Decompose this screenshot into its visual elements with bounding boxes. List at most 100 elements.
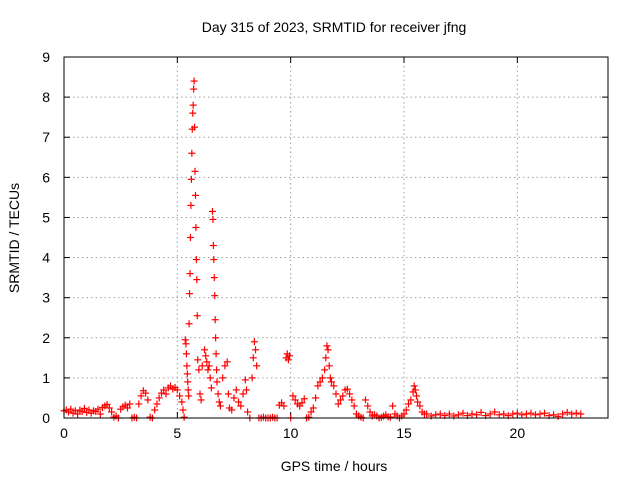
data-point <box>186 234 194 241</box>
data-point <box>216 402 224 410</box>
data-point <box>242 386 250 394</box>
data-point <box>348 396 356 404</box>
data-point <box>468 410 476 418</box>
data-point <box>244 408 252 416</box>
data-point <box>181 336 189 344</box>
data-point <box>366 408 374 416</box>
data-point <box>223 358 231 366</box>
data-point <box>202 352 210 360</box>
data-point <box>198 362 206 370</box>
data-point <box>180 413 188 421</box>
x-tick-label: 10 <box>283 425 299 441</box>
y-tick-label: 0 <box>42 410 50 426</box>
data-point <box>361 396 369 404</box>
data-point <box>135 400 143 408</box>
x-tick-labels: 0 5 10 15 20 <box>60 425 525 441</box>
data-point <box>554 412 562 420</box>
data-points <box>60 77 585 422</box>
y-tick-label: 7 <box>42 129 50 145</box>
data-point <box>322 354 330 362</box>
data-point <box>214 390 222 398</box>
data-point <box>204 366 212 374</box>
data-point <box>201 346 209 354</box>
data-point <box>183 362 191 370</box>
data-point <box>237 402 245 410</box>
data-point <box>215 398 223 406</box>
data-point <box>179 406 187 414</box>
data-point <box>182 350 190 358</box>
data-point <box>536 410 544 418</box>
data-point <box>286 352 294 360</box>
data-point <box>224 390 232 398</box>
x-axis-label: GPS time / hours <box>281 458 388 474</box>
data-point <box>473 411 481 419</box>
y-tick-label: 4 <box>42 250 50 266</box>
data-point <box>280 402 288 410</box>
data-point <box>330 382 338 390</box>
data-point <box>249 354 257 362</box>
data-point <box>151 406 159 414</box>
data-point <box>195 366 203 374</box>
data-point <box>219 374 227 382</box>
data-point <box>307 408 315 416</box>
data-point <box>343 385 351 393</box>
data-point <box>155 394 163 402</box>
data-point <box>252 346 260 354</box>
data-point <box>232 386 240 394</box>
data-point <box>412 392 420 400</box>
data-point <box>105 404 113 412</box>
data-point <box>211 292 219 300</box>
data-point <box>400 410 408 418</box>
data-point <box>309 404 317 412</box>
data-point <box>500 410 508 418</box>
data-point <box>459 409 467 417</box>
y-tick-label: 9 <box>42 49 50 65</box>
data-point <box>210 274 218 282</box>
data-point <box>178 398 186 406</box>
data-point <box>212 334 220 342</box>
data-point <box>187 175 195 183</box>
y-tick-label: 1 <box>42 370 50 386</box>
data-point <box>250 338 258 346</box>
data-point <box>185 392 193 400</box>
data-point <box>194 356 202 364</box>
data-point <box>189 101 197 109</box>
data-point <box>423 410 431 418</box>
data-point <box>291 396 299 404</box>
data-point <box>531 411 539 419</box>
data-point <box>248 374 256 382</box>
x-tick-label: 15 <box>396 425 412 441</box>
data-point <box>182 340 190 348</box>
data-point <box>572 409 580 417</box>
data-point <box>188 149 196 157</box>
data-point <box>184 378 192 386</box>
data-point <box>186 290 194 298</box>
data-point <box>563 408 571 416</box>
data-point <box>239 390 247 398</box>
data-point <box>522 410 530 418</box>
data-point <box>74 410 82 418</box>
data-point <box>541 409 549 417</box>
data-point <box>411 386 419 394</box>
data-point <box>187 201 195 209</box>
data-point <box>80 404 88 412</box>
data-point <box>162 390 170 398</box>
data-point <box>153 400 161 408</box>
data-point <box>253 362 261 370</box>
data-point <box>559 410 567 418</box>
y-tick-label: 6 <box>42 169 50 185</box>
data-point <box>191 191 199 199</box>
data-point <box>495 411 503 419</box>
data-point <box>193 312 201 320</box>
data-point <box>144 396 152 404</box>
data-point <box>205 362 213 370</box>
data-point <box>96 410 104 418</box>
data-point <box>191 167 199 175</box>
data-point <box>210 256 218 264</box>
data-point <box>454 411 462 419</box>
data-point <box>190 85 198 93</box>
data-point <box>203 358 211 366</box>
data-point <box>316 378 324 386</box>
data-point <box>207 384 215 392</box>
